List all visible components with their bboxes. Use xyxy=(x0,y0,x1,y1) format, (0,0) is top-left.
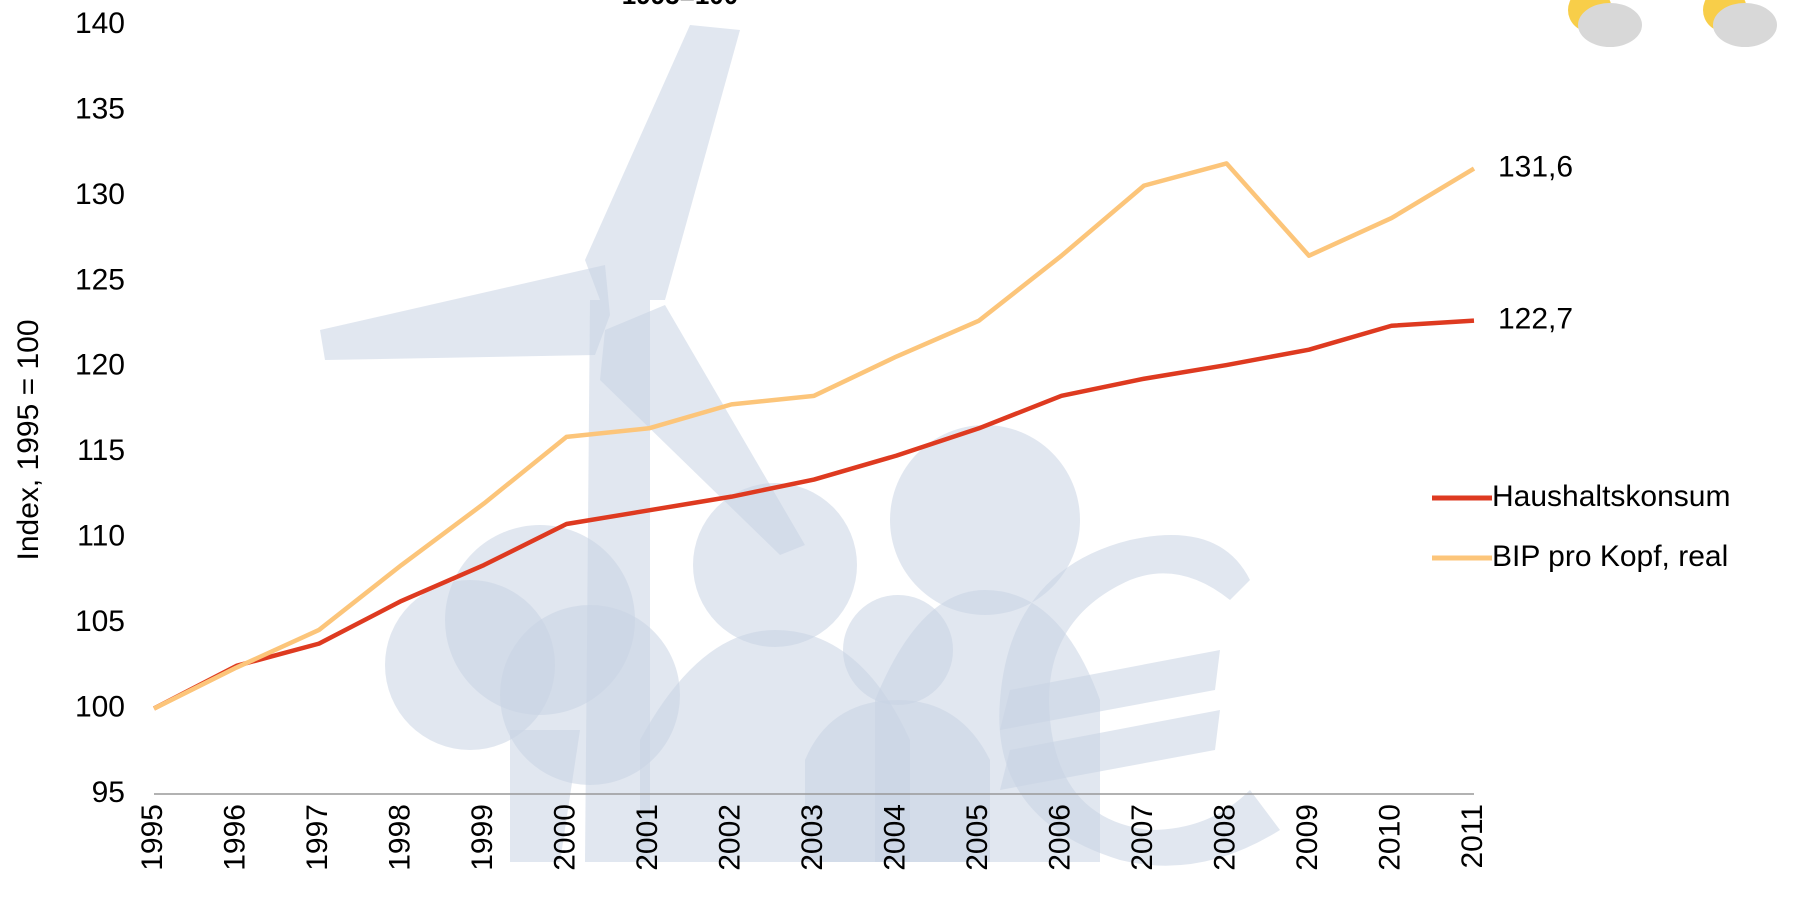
legend-label: Haushaltskonsum xyxy=(1492,480,1730,513)
x-tick-label: 2005 xyxy=(961,804,994,871)
x-tick-label: 2006 xyxy=(1043,804,1076,871)
value-label: 122,7 xyxy=(1498,303,1573,336)
x-tick-label: 1999 xyxy=(466,804,499,871)
x-tick-label: 2001 xyxy=(631,804,664,871)
x-tick-label: 1995 xyxy=(136,804,169,871)
x-tick-label: 1997 xyxy=(301,804,334,871)
y-tick-label: 125 xyxy=(75,263,125,296)
y-tick-label: 135 xyxy=(75,92,125,125)
x-tick-label: 2011 xyxy=(1456,804,1489,869)
y-tick-label: 120 xyxy=(75,349,125,382)
chart: 1995=100 Index, 1995 = 100 95 100 105 110 11… xyxy=(0,0,1802,910)
x-tick-label: 2010 xyxy=(1373,804,1406,871)
background-illustration xyxy=(320,0,1777,866)
x-tick-label: 2002 xyxy=(713,804,746,871)
x-tick-label: 2009 xyxy=(1291,804,1324,871)
x-tick-label: 2004 xyxy=(878,804,911,871)
y-tick-label: 100 xyxy=(75,690,125,723)
y-tick-label: 115 xyxy=(77,434,125,467)
x-tick-label: 2000 xyxy=(548,804,581,871)
y-tick-label: 110 xyxy=(77,520,125,553)
x-tick-label: 2007 xyxy=(1126,804,1159,871)
subtitle: 1995=100 xyxy=(622,0,738,10)
y-tick-label: 140 xyxy=(75,7,125,40)
y-tick-label: 95 xyxy=(92,776,125,809)
x-tick-label: 1996 xyxy=(218,804,251,871)
page: {"chart_data": {"type": "line", "subtitl… xyxy=(0,0,1802,910)
x-tick-label: 2008 xyxy=(1208,804,1241,871)
value-label: 131,6 xyxy=(1498,150,1573,183)
y-tick-label: 105 xyxy=(75,605,125,638)
y-tick-label: 130 xyxy=(75,178,125,211)
x-tick-label: 2003 xyxy=(796,804,829,871)
y-axis-label: Index, 1995 = 100 xyxy=(12,319,45,560)
legend-label: BIP pro Kopf, real xyxy=(1492,540,1728,573)
x-tick-label: 1998 xyxy=(383,804,416,871)
